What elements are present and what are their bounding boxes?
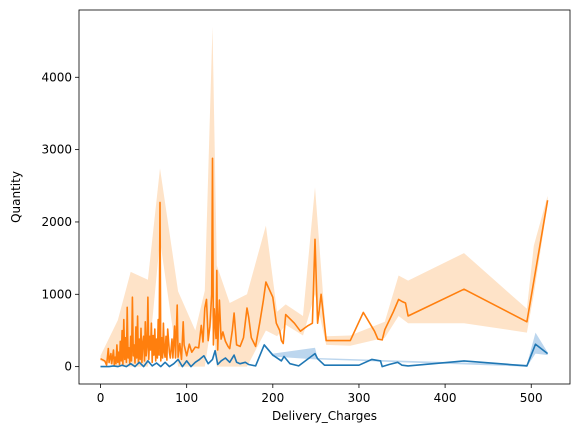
- x-axis-label: Delivery_Charges: [272, 409, 377, 423]
- x-tick-label: 100: [175, 391, 198, 405]
- x-tick-label: 200: [261, 391, 284, 405]
- y-tick-label: 0: [64, 360, 72, 374]
- y-axis-ticks: 0 1000 2000 3000 4000: [41, 70, 79, 374]
- x-tick-label: 300: [348, 391, 371, 405]
- y-tick-label: 2000: [41, 215, 72, 229]
- plot-frame: [78, 9, 571, 385]
- y-axis-label: Quantity: [9, 171, 23, 223]
- series-0-line: [100, 157, 549, 367]
- y-tick-label: 3000: [41, 143, 72, 157]
- x-axis-ticks: 0 100 200 300 400 500: [97, 384, 543, 405]
- series-1-band: [264, 332, 548, 367]
- x-tick-label: 500: [520, 391, 543, 405]
- x-tick-label: 400: [434, 391, 457, 405]
- y-tick-label: 4000: [41, 70, 72, 84]
- series-1-line: [100, 343, 549, 368]
- x-tick-label: 0: [97, 391, 105, 405]
- y-tick-label: 1000: [41, 287, 72, 301]
- series-lines: [100, 157, 549, 368]
